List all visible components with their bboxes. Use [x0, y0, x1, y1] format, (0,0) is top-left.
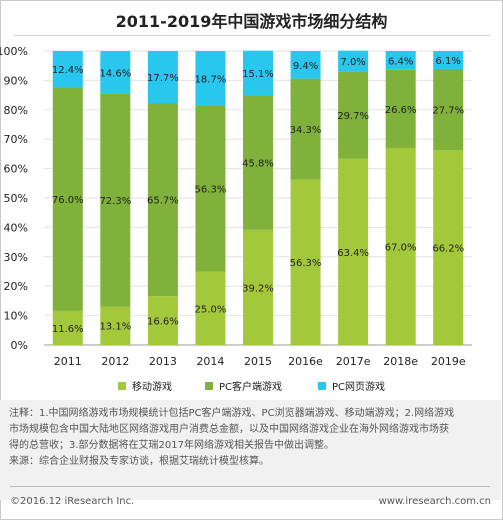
- bar-segment: [385, 148, 416, 345]
- legend-swatch-pc-client: [205, 381, 213, 390]
- bar-segment: [290, 179, 321, 345]
- bar-segment: [100, 93, 131, 307]
- y-tick-label: 60%: [4, 163, 28, 176]
- data-label: 15.1%: [242, 69, 274, 80]
- y-tick-label: 70%: [4, 133, 28, 146]
- x-tick-label: 2016e: [288, 355, 323, 368]
- legend-item-pc-web: PC网页游戏: [318, 378, 385, 393]
- bar-segment: [243, 95, 273, 230]
- bar-segment: [195, 105, 226, 272]
- bar-segment: [338, 50, 369, 72]
- data-label: 27.7%: [432, 106, 464, 117]
- bar-segment: [100, 51, 131, 94]
- bar-segment: [338, 71, 369, 159]
- title-divider: [14, 35, 490, 36]
- legend-label-pc-client: PC客户端游戏: [219, 382, 283, 393]
- y-tick-label: 0%: [11, 339, 28, 352]
- x-tick-label: 2017e: [336, 355, 371, 368]
- y-tick-label: 10%: [4, 310, 28, 323]
- legend-item-pc-client: PC客户端游戏: [205, 378, 282, 393]
- y-tick-label: 90%: [4, 74, 28, 87]
- data-label: 67.0%: [385, 243, 417, 254]
- data-label: 18.7%: [195, 74, 227, 85]
- bar-segment: [433, 51, 464, 69]
- x-tick-label: 2018e: [383, 355, 418, 368]
- legend-swatch-pc-web: [318, 381, 326, 390]
- data-label: 12.4%: [52, 65, 84, 76]
- bar-segment: [52, 310, 83, 345]
- data-label: 6.1%: [436, 56, 461, 67]
- data-label: 14.6%: [99, 68, 131, 79]
- footer-divider: [10, 486, 490, 487]
- data-label: 29.7%: [337, 111, 369, 122]
- x-tick-label: 2019e: [431, 355, 466, 368]
- data-label: 56.3%: [290, 258, 322, 269]
- legend-label-mobile: 移动游戏: [132, 382, 172, 393]
- bar-segment: [290, 78, 321, 180]
- x-tick-label: 2011: [54, 355, 82, 368]
- data-label: 7.0%: [340, 57, 365, 68]
- bar-segment: [290, 51, 321, 79]
- chart-title: 2011-2019年中国游戏市场细分结构: [115, 12, 388, 31]
- note-line-3: 得的总营收；3.部分数据将在艾瑞2017年网络游戏相关报告中做出调整。: [9, 440, 334, 451]
- bar-segment: [52, 51, 83, 88]
- bar-segment: [338, 158, 369, 345]
- chart-legend: 移动游戏 PC客户端游戏 PC网页游戏: [0, 378, 503, 396]
- data-label: 63.4%: [337, 248, 369, 259]
- data-label: 72.3%: [99, 196, 131, 207]
- data-label: 66.2%: [432, 244, 464, 255]
- bar-segment: [147, 103, 178, 297]
- legend-label-pc-web: PC网页游戏: [332, 382, 386, 393]
- stacked-bar-chart: 0% 10% 20% 30% 40% 50% 60% 70% 80% 90% 100% 11.6% 76…: [0, 45, 472, 368]
- data-label: 6.4%: [388, 56, 413, 67]
- data-label: 45.8%: [242, 158, 274, 169]
- x-tick-label: 2014: [196, 355, 224, 368]
- source-note: 来源：综合企业财报及专家访谈，根据艾瑞统计模型核算。: [9, 456, 269, 467]
- note-line-2: 市场规模包含中国大陆地区网络游戏用户消费总金额，以及中国网络游戏企业在海外网络游…: [9, 424, 449, 435]
- bar-segment: [147, 51, 178, 104]
- bar-segment: [243, 50, 273, 96]
- bar-segment: [147, 296, 178, 345]
- y-tick-label: 30%: [4, 251, 28, 264]
- data-label: 9.4%: [293, 61, 318, 72]
- bar-segment: [433, 68, 464, 151]
- y-tick-label: 50%: [4, 192, 28, 205]
- data-label: 34.3%: [290, 125, 322, 136]
- bar-segment: [243, 229, 273, 345]
- bar-segment: [195, 51, 226, 106]
- data-label: 17.7%: [147, 73, 179, 84]
- data-label: 65.7%: [147, 196, 179, 207]
- x-tick-label: 2013: [149, 355, 177, 368]
- bar-segment: [195, 271, 226, 345]
- bar-segment: [52, 87, 83, 311]
- data-label: 13.1%: [99, 322, 131, 333]
- data-label: 26.6%: [385, 105, 417, 116]
- data-label: 11.6%: [52, 324, 84, 335]
- bar-segment: [433, 150, 464, 345]
- x-tick-label: 2015: [244, 355, 272, 368]
- y-tick-label: 80%: [4, 104, 28, 117]
- data-label: 56.3%: [195, 185, 227, 196]
- data-label: 25.0%: [195, 304, 227, 315]
- bar-segment: [385, 51, 416, 70]
- x-tick-label: 2012: [101, 355, 129, 368]
- data-label: 76.0%: [52, 195, 84, 206]
- bar-segment: [100, 306, 131, 345]
- legend-swatch-mobile: [118, 381, 126, 390]
- y-tick-label: 40%: [4, 221, 28, 234]
- data-label: 16.6%: [147, 317, 179, 328]
- y-tick-label: 20%: [4, 280, 28, 293]
- data-label: 39.2%: [242, 283, 274, 294]
- footer-website: www.iresearch.com.cn: [378, 496, 491, 507]
- note-line-1: 注释：1.中国网络游戏市场规模统计包括PC客户端游戏、PC浏览器端游戏、移动端游…: [9, 408, 455, 419]
- notes-box: 注释：1.中国网络游戏市场规模统计包括PC客户端游戏、PC浏览器端游戏、移动端游…: [0, 400, 501, 500]
- legend-item-mobile: 移动游戏: [118, 378, 172, 393]
- y-tick-label: 100%: [0, 45, 28, 58]
- bar-segment: [385, 69, 416, 149]
- footer-copyright: ©2016.12 iResearch Inc.: [10, 496, 135, 507]
